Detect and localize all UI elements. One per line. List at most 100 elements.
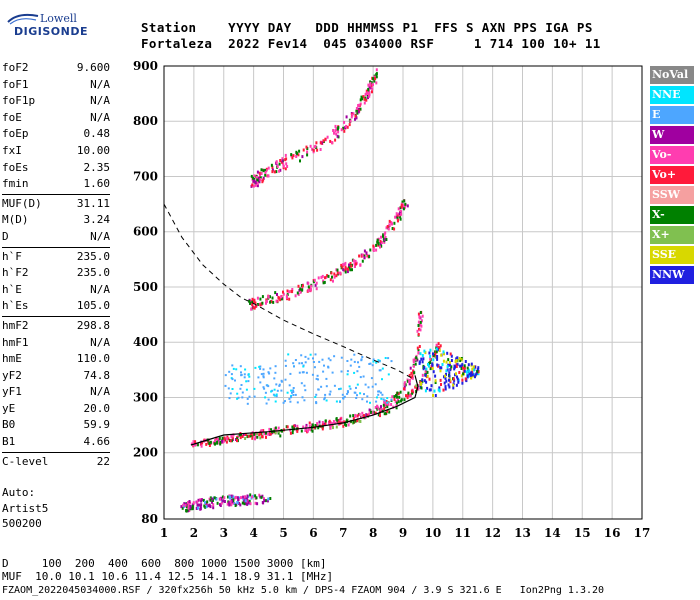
echo-point bbox=[197, 498, 200, 502]
echo-point bbox=[221, 495, 224, 499]
param-value: 22 bbox=[96, 454, 110, 468]
echo-point bbox=[261, 295, 264, 299]
echo-point bbox=[301, 284, 304, 288]
echo-point bbox=[254, 301, 257, 305]
echo-point bbox=[254, 501, 257, 505]
echo-point bbox=[187, 501, 189, 505]
echo-point bbox=[375, 81, 378, 85]
param-value: N/A bbox=[90, 282, 110, 296]
spread-echo bbox=[445, 379, 448, 383]
echo-point bbox=[390, 221, 393, 225]
spread-echo bbox=[325, 377, 328, 380]
param-label: foF1 bbox=[2, 77, 29, 91]
echo-point bbox=[343, 120, 346, 124]
echo-point bbox=[240, 433, 242, 437]
echo-point bbox=[252, 176, 255, 180]
footer-muf-row: MUF 10.0 10.1 10.6 11.4 12.5 14.1 18.9 3… bbox=[2, 570, 333, 583]
spread-echo bbox=[455, 365, 458, 368]
spread-echo bbox=[425, 367, 428, 371]
echo-point bbox=[390, 403, 393, 406]
echo-point bbox=[338, 271, 341, 275]
echo-point bbox=[372, 83, 374, 87]
spread-echo bbox=[472, 368, 475, 372]
spread-echo bbox=[372, 358, 375, 361]
spread-echo bbox=[292, 389, 295, 392]
echo-point bbox=[332, 129, 335, 132]
spread-echo bbox=[470, 376, 473, 380]
spread-echo bbox=[315, 401, 318, 404]
echo-point bbox=[282, 290, 284, 294]
echo-point bbox=[368, 94, 371, 98]
echo-point bbox=[371, 412, 374, 416]
spread-echo bbox=[228, 370, 231, 373]
echo-point bbox=[243, 502, 246, 506]
echo-point bbox=[291, 156, 294, 160]
echo-point bbox=[380, 405, 382, 409]
echo-point bbox=[265, 299, 268, 303]
spread-echo bbox=[466, 374, 469, 378]
echo-point bbox=[418, 316, 421, 320]
echo-point bbox=[383, 240, 386, 244]
echo-point bbox=[295, 155, 298, 158]
echo-point bbox=[330, 271, 333, 275]
echo-point bbox=[264, 173, 267, 177]
spread-echo bbox=[262, 375, 265, 378]
muf-curve bbox=[163, 203, 413, 379]
echo-point bbox=[251, 436, 254, 440]
echo-point bbox=[233, 502, 236, 505]
echo-point bbox=[228, 501, 231, 505]
echo-point bbox=[325, 275, 328, 279]
x-tick-label: 17 bbox=[634, 526, 651, 540]
param-label: hmE bbox=[2, 352, 22, 366]
echo-point bbox=[396, 214, 399, 218]
spread-echo bbox=[423, 349, 426, 353]
echo-point bbox=[298, 149, 301, 153]
spread-echo bbox=[262, 386, 265, 389]
spread-echo bbox=[315, 393, 318, 396]
echo-point bbox=[356, 419, 359, 423]
echo-point bbox=[240, 496, 242, 500]
echo-point bbox=[365, 98, 368, 102]
spread-echo bbox=[375, 361, 378, 364]
echo-point bbox=[320, 275, 323, 279]
echo-point bbox=[259, 173, 261, 177]
footer-muf-values: 10.0 10.1 10.6 11.4 12.5 14.1 18.9 31.1 … bbox=[35, 570, 334, 583]
spread-echo bbox=[228, 397, 231, 400]
spread-echo bbox=[454, 365, 456, 369]
param-label: MUF(D) bbox=[2, 196, 42, 210]
spread-echo bbox=[369, 401, 371, 404]
echo-point bbox=[394, 400, 397, 404]
echo-point bbox=[256, 296, 259, 300]
spread-echo bbox=[278, 384, 281, 387]
spread-echo bbox=[315, 377, 318, 380]
echo-point bbox=[260, 495, 263, 499]
echo-point bbox=[348, 123, 351, 127]
spread-echo bbox=[296, 401, 299, 404]
spread-echo bbox=[449, 368, 452, 372]
spread-echo bbox=[447, 383, 450, 387]
spread-echo bbox=[349, 387, 352, 390]
echo-point bbox=[417, 387, 420, 391]
echo-point bbox=[396, 398, 399, 402]
echo-point bbox=[379, 408, 382, 412]
echo-point bbox=[220, 497, 223, 501]
echo-point bbox=[319, 141, 322, 145]
echo-point bbox=[234, 504, 237, 507]
echo-point bbox=[395, 394, 397, 398]
legend-item-vo: Vo+ bbox=[650, 166, 694, 184]
spread-echo bbox=[369, 362, 372, 365]
echo-point bbox=[419, 328, 422, 332]
spread-echo bbox=[439, 369, 442, 373]
echo-point bbox=[270, 428, 273, 432]
spread-echo bbox=[464, 377, 467, 381]
echo-point bbox=[351, 268, 353, 272]
echo-point bbox=[258, 180, 261, 184]
echo-point bbox=[250, 432, 253, 436]
param-label: B0 bbox=[2, 418, 16, 432]
echo-point bbox=[244, 437, 247, 440]
spread-echo bbox=[477, 370, 480, 373]
echo-point bbox=[334, 138, 337, 142]
echo-point bbox=[259, 178, 262, 181]
echo-point bbox=[360, 415, 363, 419]
spread-echo bbox=[355, 386, 357, 389]
